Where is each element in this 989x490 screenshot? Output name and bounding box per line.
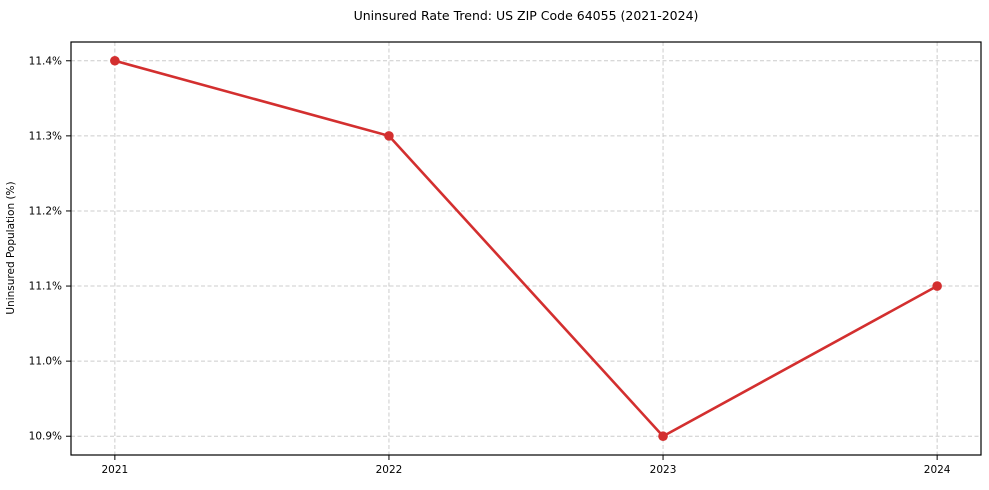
chart-title: Uninsured Rate Trend: US ZIP Code 64055 … <box>353 8 699 23</box>
y-tick-label: 11.2% <box>29 205 62 217</box>
trend-line <box>113 59 939 438</box>
x-tick-label: 2023 <box>650 464 677 476</box>
x-tick-label: 2021 <box>101 464 128 476</box>
x-tick-label: 2024 <box>924 464 951 476</box>
data-point-2024 <box>932 281 942 291</box>
data-point-2022 <box>384 131 394 141</box>
y-tick-label: 11.4% <box>29 55 62 67</box>
data-point-2023 <box>658 431 668 442</box>
x-tick-label: 2022 <box>376 464 403 476</box>
plot-border <box>70 41 982 456</box>
y-tick-label: 10.9% <box>29 431 62 443</box>
y-tick-label: 11.1% <box>29 281 62 293</box>
y-tick-label: 11.3% <box>29 130 62 142</box>
y-tick-label: 11.0% <box>29 356 62 368</box>
data-point-2021 <box>110 55 120 66</box>
